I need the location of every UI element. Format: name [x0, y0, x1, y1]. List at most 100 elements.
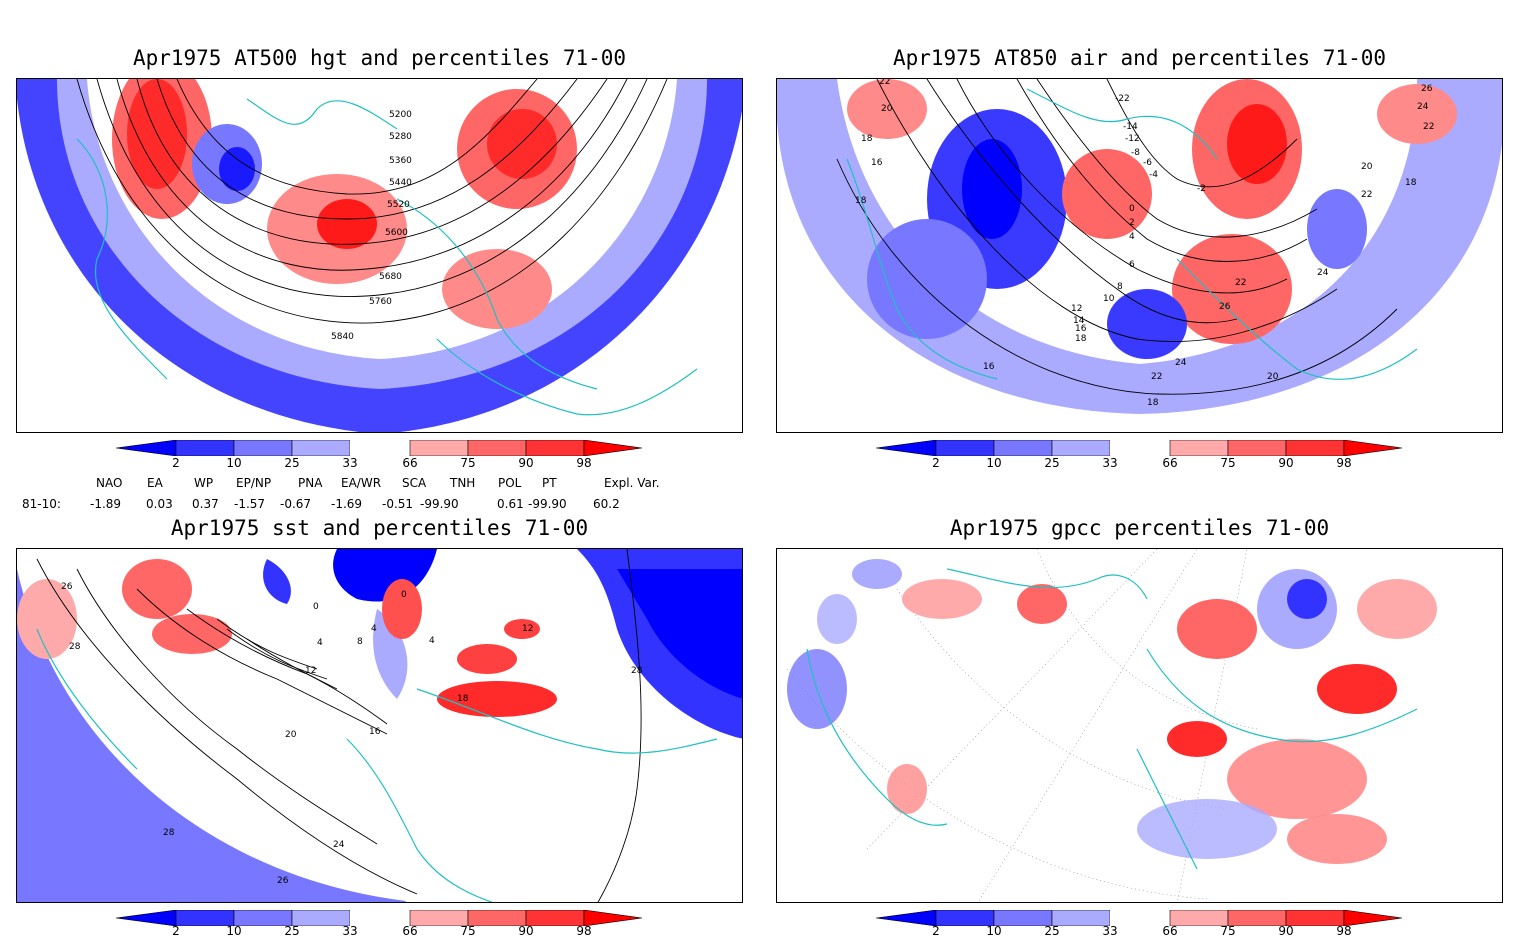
contour-label: 12 [305, 666, 316, 676]
index-header: Expl. Var. [604, 476, 660, 490]
colorbar-label: 75 [460, 456, 476, 470]
colorbar-strip [875, 909, 1403, 927]
colorbar-label: 98 [576, 456, 592, 470]
contour-label: 5200 [389, 110, 412, 120]
index-value: 0.03 [146, 497, 173, 511]
map-sst-graphic: 26 28 0 4 8 12 4 20 16 24 28 28 18 12 4 … [17, 549, 742, 902]
colorbar-label: 33 [342, 924, 358, 938]
contour-label: -2 [1197, 184, 1206, 194]
contour-label: -6 [1143, 158, 1152, 168]
contour-label: 2 [1129, 218, 1135, 228]
index-value: -1.57 [234, 497, 266, 511]
colorbar-label: 33 [1102, 924, 1118, 938]
contour-label: 10 [1103, 294, 1115, 304]
index-row-label: 81-10: [22, 497, 61, 511]
contour-label: 28 [631, 666, 643, 676]
contour-label: 28 [69, 642, 81, 652]
contour-label: 0 [1129, 204, 1135, 214]
contour-label: 24 [333, 840, 345, 850]
colorbar-label: 25 [1044, 456, 1060, 470]
contour-label: 22 [1423, 122, 1434, 132]
contour-label: 24 [1417, 102, 1429, 112]
colorbar-air850: 2 10 25 33 66 75 90 98 [875, 439, 1406, 474]
map-gpcc [776, 548, 1503, 903]
contour-label: 18 [1147, 398, 1159, 408]
contour-label: 26 [1421, 84, 1433, 94]
contour-label: 16 [871, 158, 883, 168]
map-hgt500-graphic: 5200 5280 5360 5440 5520 5600 5680 5760 … [17, 79, 742, 432]
contour-label: -4 [1149, 170, 1158, 180]
panel-title-gpcc: Apr1975 gpcc percentiles 71-00 [949, 516, 1330, 540]
index-value: -99.90 [420, 497, 459, 511]
contour-label: 4 [429, 636, 435, 646]
colorbar-label: 25 [1044, 924, 1060, 938]
contour-label: 16 [983, 362, 995, 372]
map-gpcc-graphic [786, 549, 1437, 902]
index-header: WP [194, 476, 214, 490]
contour-label: 26 [1219, 302, 1231, 312]
index-value: -0.67 [280, 497, 312, 511]
contour-label: 22 [1361, 190, 1372, 200]
contour-label: 12 [1071, 304, 1082, 314]
index-header: PT [542, 476, 557, 490]
contour-label: 26 [277, 876, 289, 886]
contour-label: -22 [1115, 94, 1130, 104]
contour-label: 0 [401, 590, 407, 600]
contour-label: 18 [1075, 334, 1087, 344]
contour-label: 24 [1175, 358, 1187, 368]
index-header: EA [147, 476, 163, 490]
map-hgt500: 5200 5280 5360 5440 5520 5600 5680 5760 … [16, 78, 743, 433]
index-value: 0.37 [192, 497, 219, 511]
panel-title-hgt500: Apr1975 AT500 hgt and percentiles 71-00 [132, 46, 627, 70]
colorbar-strip [115, 439, 643, 457]
contour-label: 20 [285, 730, 297, 740]
colorbar-label: 33 [342, 456, 358, 470]
colorbar-label: 2 [932, 456, 940, 470]
contour-label: 5680 [379, 272, 402, 282]
colorbar-label: 2 [172, 924, 180, 938]
index-header: EP/NP [236, 476, 272, 490]
contour-label: 16 [369, 727, 381, 737]
colorbar-label: 10 [226, 456, 242, 470]
index-header: POL [498, 476, 522, 490]
contour-label: 18 [855, 196, 867, 206]
panel-title-air850: Apr1975 AT850 air and percentiles 71-00 [892, 46, 1387, 70]
colorbar-label: 10 [986, 924, 1002, 938]
colorbar-strip [115, 909, 643, 927]
colorbar-label: 75 [1220, 924, 1236, 938]
contour-label: 4 [1129, 232, 1135, 242]
colorbar-label: 90 [1278, 456, 1294, 470]
contour-label: 4 [371, 624, 377, 634]
colorbar-gpcc: 2 10 25 33 66 75 90 98 [875, 909, 1406, 940]
index-value: -99.90 [528, 497, 567, 511]
contour-label: 18 [861, 134, 873, 144]
contour-label: -12 [1125, 134, 1140, 144]
colorbar-label: 10 [986, 456, 1002, 470]
contour-label: 18 [1405, 178, 1417, 188]
colorbar-label: 33 [1102, 456, 1118, 470]
index-header: EA/WR [341, 476, 382, 490]
colorbar-label: 66 [402, 456, 418, 470]
contour-label: 8 [357, 637, 363, 647]
colorbar-label: 66 [1162, 924, 1178, 938]
colorbar-label: 10 [226, 924, 242, 938]
map-air850-graphic: 22 20 18 16 18 -22 -14 -12 -8 -6 -4 -2 0… [777, 79, 1502, 432]
colorbar-label: 90 [1278, 924, 1294, 938]
contour-label: 20 [1361, 162, 1373, 172]
colorbar-label: 25 [284, 924, 300, 938]
contour-label: 24 [1317, 268, 1329, 278]
index-value: 60.2 [593, 497, 620, 511]
contour-label: -14 [1123, 122, 1138, 132]
map-sst: 26 28 0 4 8 12 4 20 16 24 28 28 18 12 4 … [16, 548, 743, 903]
index-value: -0.51 [382, 497, 414, 511]
contour-label: 5520 [387, 200, 410, 210]
contour-label: 5760 [369, 297, 392, 307]
contour-label: 16 [1075, 324, 1087, 334]
contour-label: 28 [163, 828, 175, 838]
contour-label: 22 [1235, 278, 1246, 288]
colorbar-label: 90 [518, 924, 534, 938]
colorbar-label: 75 [460, 924, 476, 938]
contour-label: 18 [457, 694, 469, 704]
contour-label: 26 [61, 582, 73, 592]
colorbar-label: 66 [1162, 456, 1178, 470]
